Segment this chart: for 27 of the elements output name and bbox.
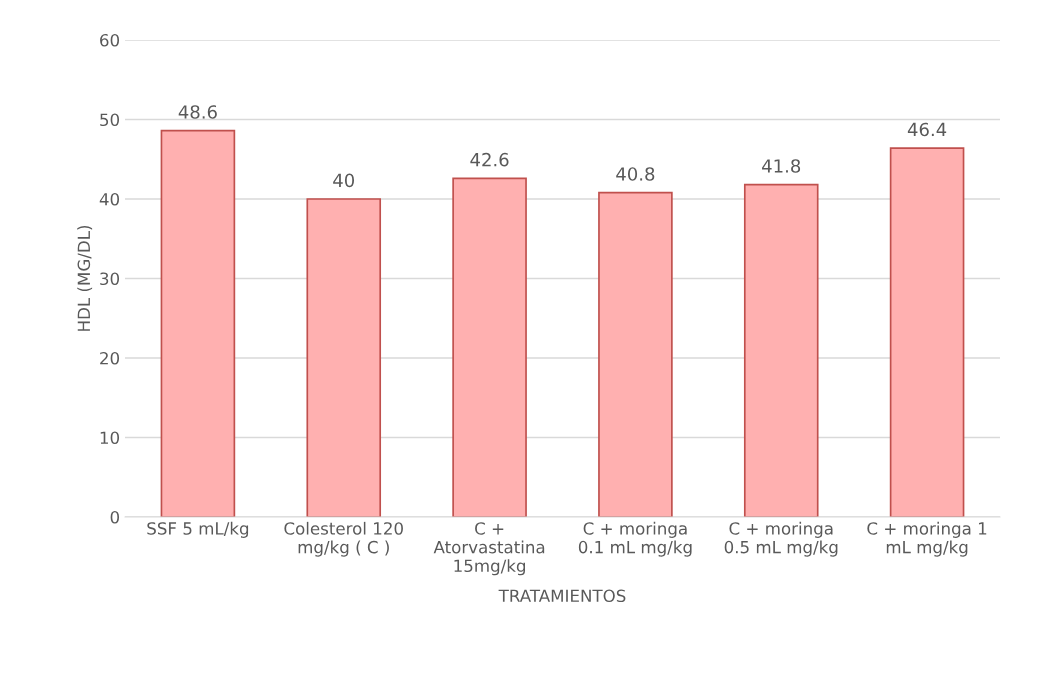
bar [743,183,819,517]
y-tick-label: 50 [100,113,120,127]
x-tick-label: Colesterol 120 mg/kg ( C ) [284,521,403,557]
data-label: 42.6 [470,152,509,167]
bar [306,198,382,517]
x-tick-label: C + moringa 0.1 mL mg/kg [578,521,692,557]
x-tick-label: SSF 5 mL/kg [147,521,249,538]
y-tick-label: 10 [100,431,120,445]
data-label: 48.6 [178,105,217,119]
data-label: 40 [333,173,355,188]
x-tick-label: C + moringa 0.5 mL mg/kg [724,521,838,557]
x-tick-label: C + moringa 1 mL mg/kg [867,521,987,557]
y-tick-label: 0 [110,510,120,524]
y-tick-label: 30 [100,272,120,286]
data-label: 46.4 [907,122,947,137]
y-tick-label: 20 [100,351,120,365]
y-tick-label: 60 [100,33,120,47]
x-tick-label: C + Atorvastatina 15mg/kg [433,522,545,576]
x-axis-title: TRATAMIENTOS [498,589,626,603]
y-tick-label: 40 [99,192,120,206]
bar [598,191,673,517]
data-label: 40.8 [616,167,655,181]
data-label: 41.8 [762,159,801,173]
bar [452,177,527,517]
bar [160,129,236,517]
bar [889,147,965,517]
y-axis-title: HDL (MG/DL) [77,225,93,331]
